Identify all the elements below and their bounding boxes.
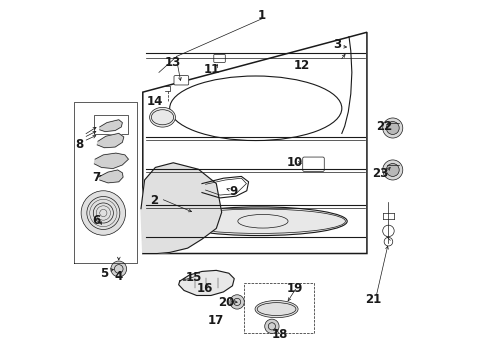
Text: 18: 18 — [272, 328, 288, 341]
Text: 16: 16 — [196, 282, 213, 295]
Text: 4: 4 — [115, 270, 123, 283]
Text: 1: 1 — [258, 9, 266, 22]
Ellipse shape — [189, 275, 224, 291]
Bar — [94, 116, 128, 134]
Text: 19: 19 — [286, 282, 303, 295]
Text: 7: 7 — [92, 171, 100, 184]
Circle shape — [111, 261, 126, 277]
Text: 5: 5 — [100, 267, 109, 280]
Circle shape — [81, 191, 125, 235]
FancyBboxPatch shape — [174, 76, 189, 85]
Text: 10: 10 — [286, 156, 303, 169]
Circle shape — [230, 295, 245, 309]
Text: 12: 12 — [294, 59, 310, 72]
Text: 15: 15 — [186, 271, 202, 284]
Text: 14: 14 — [147, 95, 163, 108]
Polygon shape — [100, 170, 123, 183]
FancyBboxPatch shape — [303, 157, 324, 171]
Ellipse shape — [172, 207, 347, 235]
Text: 22: 22 — [376, 121, 392, 134]
Text: 21: 21 — [365, 293, 382, 306]
Ellipse shape — [255, 301, 298, 318]
Text: 2: 2 — [150, 194, 159, 207]
Text: 9: 9 — [229, 185, 238, 198]
Text: 13: 13 — [165, 56, 181, 69]
Text: 8: 8 — [75, 138, 83, 151]
Polygon shape — [179, 270, 234, 296]
FancyBboxPatch shape — [214, 54, 225, 62]
Polygon shape — [95, 153, 128, 168]
Text: 6: 6 — [92, 214, 100, 227]
Circle shape — [383, 160, 403, 180]
Circle shape — [386, 122, 399, 134]
Text: 23: 23 — [372, 167, 389, 180]
Polygon shape — [141, 163, 221, 253]
Polygon shape — [97, 134, 124, 148]
Circle shape — [383, 118, 403, 138]
Text: 3: 3 — [334, 38, 342, 51]
Polygon shape — [100, 120, 122, 132]
Text: 17: 17 — [207, 314, 224, 327]
Ellipse shape — [149, 107, 175, 127]
Bar — [245, 283, 314, 333]
Circle shape — [265, 319, 279, 333]
Text: 11: 11 — [204, 63, 220, 76]
Circle shape — [386, 163, 399, 176]
Text: 20: 20 — [218, 296, 235, 309]
